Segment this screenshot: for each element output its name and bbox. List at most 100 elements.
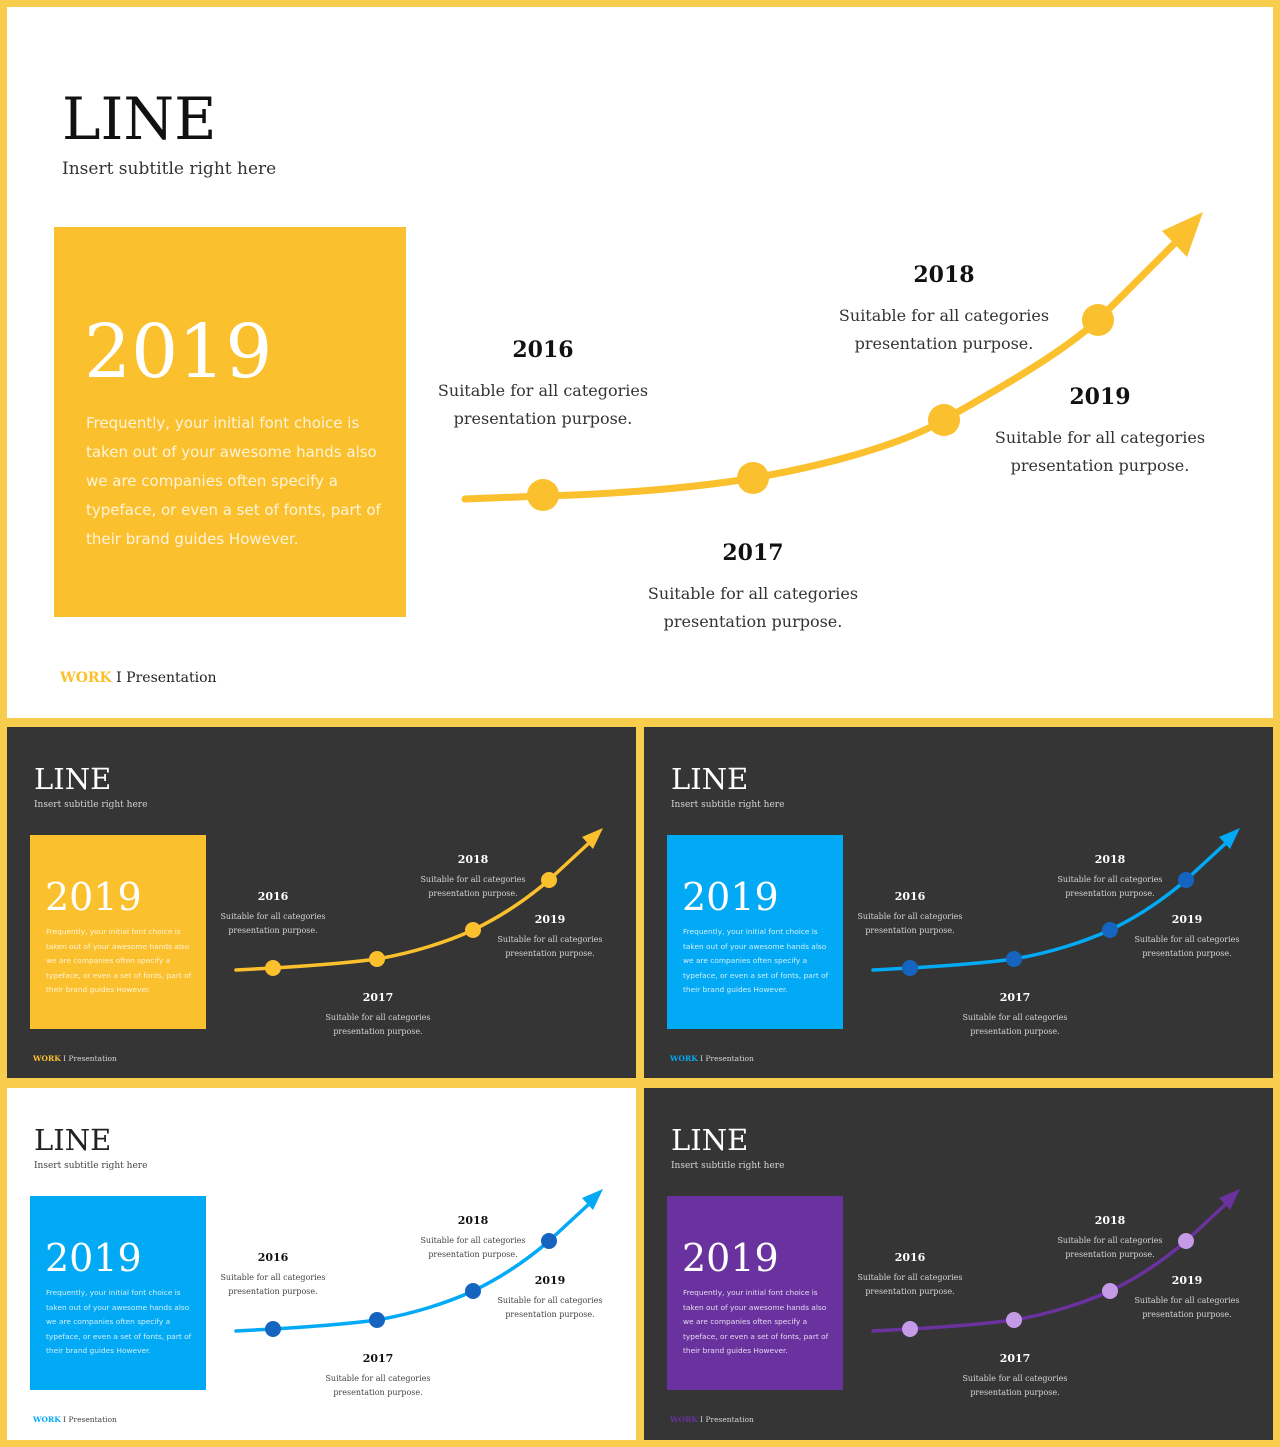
highlight-box: 2019 Frequently, your initial font choic… bbox=[667, 1196, 843, 1390]
timeline-dot-2018 bbox=[1102, 1283, 1118, 1299]
timeline-dot-2017 bbox=[369, 951, 385, 967]
year-label-2017: 2017 bbox=[362, 1352, 394, 1365]
slide-title: LINE bbox=[34, 1123, 112, 1157]
year-label-2016: 2016 bbox=[894, 1251, 926, 1264]
highlight-body: Frequently, your initial font choice is … bbox=[46, 1288, 192, 1355]
arrow-head bbox=[1162, 212, 1203, 257]
caption-2018: Suitable for all categories presentation … bbox=[420, 1236, 526, 1259]
caption-2018: Suitable for all categories presentation … bbox=[838, 306, 1050, 353]
timeline-dot-2019 bbox=[541, 1233, 557, 1249]
timeline-dot-2016 bbox=[902, 1321, 918, 1337]
highlight-body: Frequently, your initial font choice is … bbox=[683, 1288, 829, 1355]
caption-2018: Suitable for all categories presentation … bbox=[1057, 875, 1163, 898]
timeline-curve bbox=[461, 237, 1181, 503]
year-label-2019: 2019 bbox=[534, 1274, 566, 1287]
slide-subtitle: Insert subtitle right here bbox=[671, 800, 785, 810]
year-label-2017: 2017 bbox=[999, 1352, 1031, 1365]
caption-2017: Suitable for all categories presentation … bbox=[647, 584, 859, 631]
timeline-chart bbox=[234, 828, 603, 976]
timeline-chart bbox=[871, 1189, 1240, 1337]
slide-title: LINE bbox=[671, 1123, 749, 1157]
highlight-year: 2019 bbox=[45, 1236, 142, 1280]
highlight-box: 2019 Frequently, your initial font choic… bbox=[667, 835, 843, 1029]
footer-work: WORK bbox=[60, 670, 112, 686]
year-label-2017: 2017 bbox=[722, 540, 784, 566]
slide-thumbnail-3[interactable]: LINE Insert subtitle right here 2019 Fre… bbox=[7, 1088, 636, 1440]
footer-presentation: I Presentation bbox=[60, 1054, 117, 1063]
highlight-box: 2019 Frequently, your initial font choic… bbox=[54, 227, 406, 617]
timeline-curve bbox=[234, 841, 591, 972]
timeline-curve bbox=[871, 1202, 1228, 1333]
year-label-2016: 2016 bbox=[512, 337, 574, 363]
slide-subtitle: Insert subtitle right here bbox=[34, 800, 148, 810]
year-label-2016: 2016 bbox=[257, 890, 289, 903]
timeline-dot-2016 bbox=[265, 960, 281, 976]
highlight-box: 2019 Frequently, your initial font choic… bbox=[30, 835, 206, 1029]
footer-presentation: I Presentation bbox=[111, 670, 217, 686]
year-label-2018: 2018 bbox=[1094, 853, 1126, 866]
highlight-body: Frequently, your initial font choice is … bbox=[86, 414, 381, 548]
timeline-dot-2019 bbox=[1178, 872, 1194, 888]
year-label-2017: 2017 bbox=[999, 991, 1031, 1004]
timeline-dot-2017 bbox=[369, 1312, 385, 1328]
timeline-curve bbox=[234, 1202, 591, 1333]
caption-2017: Suitable for all categories presentation … bbox=[325, 1374, 431, 1397]
slide-title: LINE bbox=[671, 762, 749, 796]
caption-2019: Suitable for all categories presentation … bbox=[497, 935, 603, 958]
caption-2016: Suitable for all categories presentation … bbox=[857, 912, 963, 935]
footer: WORK I Presentation bbox=[670, 1415, 754, 1424]
timeline-dot-2017 bbox=[737, 462, 769, 494]
footer-work: WORK bbox=[33, 1415, 61, 1424]
highlight-year: 2019 bbox=[84, 309, 273, 395]
footer: WORK I Presentation bbox=[60, 670, 217, 686]
slide-thumbnail-4[interactable]: LINE Insert subtitle right here 2019 Fre… bbox=[644, 1088, 1273, 1440]
slide-subtitle: Insert subtitle right here bbox=[34, 1161, 148, 1171]
caption-2019: Suitable for all categories presentation … bbox=[1134, 935, 1240, 958]
slide-title: LINE bbox=[62, 85, 217, 153]
caption-2017: Suitable for all categories presentation … bbox=[325, 1013, 431, 1036]
timeline-dot-2019 bbox=[541, 872, 557, 888]
arrow-head bbox=[1219, 828, 1240, 849]
year-label-2019: 2019 bbox=[1069, 384, 1131, 410]
footer-presentation: I Presentation bbox=[697, 1054, 754, 1063]
footer: WORK I Presentation bbox=[33, 1054, 117, 1063]
timeline-dot-2018 bbox=[928, 404, 960, 436]
arrow-head bbox=[1219, 1189, 1240, 1210]
caption-2019: Suitable for all categories presentation … bbox=[1134, 1296, 1240, 1319]
slide-subtitle: Insert subtitle right here bbox=[62, 159, 277, 179]
year-label-2018: 2018 bbox=[913, 262, 975, 288]
year-label-2017: 2017 bbox=[362, 991, 394, 1004]
timeline-dot-2018 bbox=[465, 922, 481, 938]
year-label-2016: 2016 bbox=[894, 890, 926, 903]
year-label-2018: 2018 bbox=[457, 1214, 489, 1227]
caption-2018: Suitable for all categories presentation … bbox=[420, 875, 526, 898]
highlight-year: 2019 bbox=[45, 875, 142, 919]
slide-title: LINE bbox=[34, 762, 112, 796]
caption-2016: Suitable for all categories presentation … bbox=[437, 381, 649, 428]
highlight-body: Frequently, your initial font choice is … bbox=[683, 927, 829, 994]
slide-thumbnail-2[interactable]: LINE Insert subtitle right here 2019 Fre… bbox=[644, 727, 1273, 1078]
arrow-head bbox=[582, 1189, 603, 1210]
footer: WORK I Presentation bbox=[33, 1415, 117, 1424]
timeline-curve bbox=[871, 841, 1228, 972]
timeline-dot-2019 bbox=[1082, 304, 1114, 336]
timeline-dot-2016 bbox=[527, 479, 559, 511]
slide-main[interactable]: LINE Insert subtitle right here 2019 Fre… bbox=[7, 7, 1273, 718]
year-label-2019: 2019 bbox=[1171, 1274, 1203, 1287]
timeline-dot-2017 bbox=[1006, 1312, 1022, 1328]
footer-presentation: I Presentation bbox=[697, 1415, 754, 1424]
slide-thumbnail-1[interactable]: LINE Insert subtitle right here 2019 Fre… bbox=[7, 727, 636, 1078]
caption-2016: Suitable for all categories presentation … bbox=[857, 1273, 963, 1296]
timeline-dot-2016 bbox=[902, 960, 918, 976]
caption-2018: Suitable for all categories presentation … bbox=[1057, 1236, 1163, 1259]
footer-work: WORK bbox=[33, 1054, 61, 1063]
timeline-chart bbox=[461, 212, 1203, 511]
footer-presentation: I Presentation bbox=[60, 1415, 117, 1424]
caption-2016: Suitable for all categories presentation … bbox=[220, 912, 326, 935]
footer-work: WORK bbox=[670, 1054, 698, 1063]
highlight-box: 2019 Frequently, your initial font choic… bbox=[30, 1196, 206, 1390]
timeline-dot-2016 bbox=[265, 1321, 281, 1337]
footer: WORK I Presentation bbox=[670, 1054, 754, 1063]
timeline-chart bbox=[234, 1189, 603, 1337]
footer-work: WORK bbox=[670, 1415, 698, 1424]
